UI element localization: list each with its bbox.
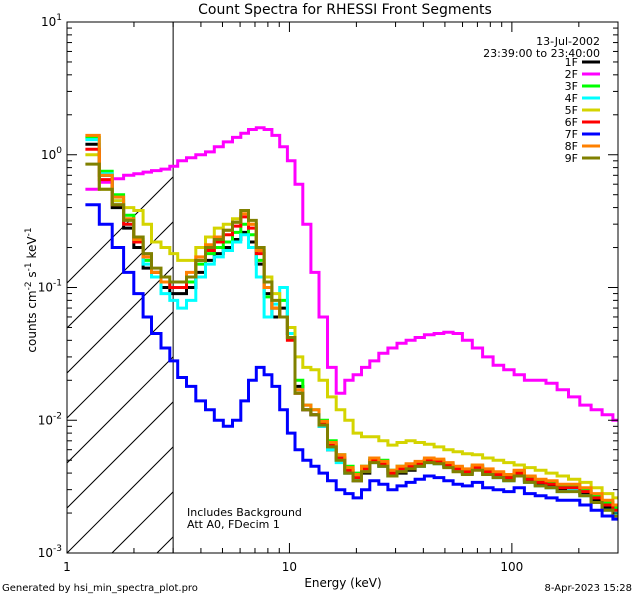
y-tick-label: 100 [41,146,62,162]
hatch-line [472,0,640,553]
annotation-attenuator: Att A0, FDecim 1 [187,518,280,531]
legend-label-1F: 1F [565,56,578,69]
x-tick-labels: 1 10 100 [63,560,523,574]
hatch-line [67,176,174,284]
footer-generated-by: Generated by hsi_min_spectra_plot.pro [2,583,198,594]
hatch-line [67,266,174,374]
plot-frame [66,21,619,554]
legend-label-5F: 5F [565,104,578,117]
series-group [85,126,618,521]
chart-title: Count Spectra for RHESSI Front Segments [198,2,492,18]
series-1F [85,142,618,512]
hatch-line [67,446,174,553]
legend-label-7F: 7F [565,128,578,141]
x-axis-label: Energy (keV) [304,576,381,590]
y-tick-label: 10-1 [38,279,62,295]
hatch-line [382,0,640,553]
legend-label-6F: 6F [565,116,578,129]
series-2F [85,126,618,422]
legend-label-2F: 2F [565,68,578,81]
hatch-line [67,356,174,464]
hatch-line [247,0,640,553]
hatch-line [67,401,174,509]
x-tick-label: 10 [282,560,297,574]
x-tick-label: 100 [500,560,523,574]
hatch-line [607,0,640,553]
legend-label-9F: 9F [565,152,578,165]
hatch-line [67,221,174,329]
annotation-background: Includes Background [187,506,302,519]
series-6F [85,147,618,512]
legend-label-3F: 3F [565,80,578,93]
series-8F [85,133,618,507]
series-5F [85,153,618,500]
hatched-region [67,0,640,553]
y-tick-label: 10-2 [38,411,62,427]
legend-time-range: 23:39:00 to 23:40:00 [483,47,600,60]
y-tick-labels: 10-3 10-2 10-1 100 101 [38,13,63,560]
y-tick-label: 101 [41,13,62,29]
footer-timestamp: 8-Apr-2023 15:28 [544,583,632,594]
y-axis-label: counts cm-2 s-1 keV-1 [24,227,39,352]
series-9F [85,162,618,518]
legend-label-4F: 4F [565,92,578,105]
series-4F [85,138,618,515]
y-tick-label: 10-3 [38,544,62,560]
legend-date: 13-Jul-2002 [536,35,600,48]
x-tick-label: 1 [63,560,71,574]
series-3F [85,135,618,509]
legend-label-8F: 8F [565,140,578,153]
series-7F [85,203,618,521]
axis-ticks [66,22,619,554]
